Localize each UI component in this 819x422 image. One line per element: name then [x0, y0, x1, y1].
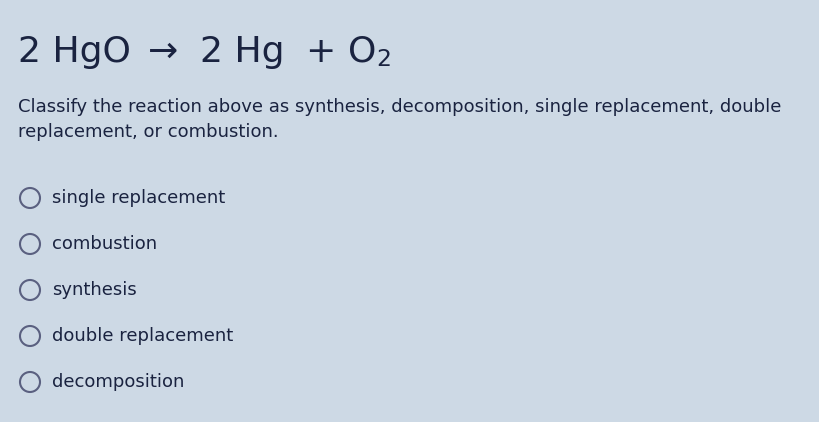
Text: single replacement: single replacement [52, 189, 225, 207]
Text: →: → [148, 35, 179, 69]
Text: 2: 2 [376, 49, 391, 71]
Text: Classify the reaction above as synthesis, decomposition, single replacement, dou: Classify the reaction above as synthesis… [18, 98, 781, 141]
Text: synthesis: synthesis [52, 281, 137, 299]
Text: double replacement: double replacement [52, 327, 233, 345]
Text: 2 HgO: 2 HgO [18, 35, 131, 69]
Text: O: O [348, 35, 377, 69]
Text: 2 Hg: 2 Hg [200, 35, 284, 69]
Text: combustion: combustion [52, 235, 157, 253]
Text: decomposition: decomposition [52, 373, 184, 391]
Text: +: + [305, 35, 335, 69]
